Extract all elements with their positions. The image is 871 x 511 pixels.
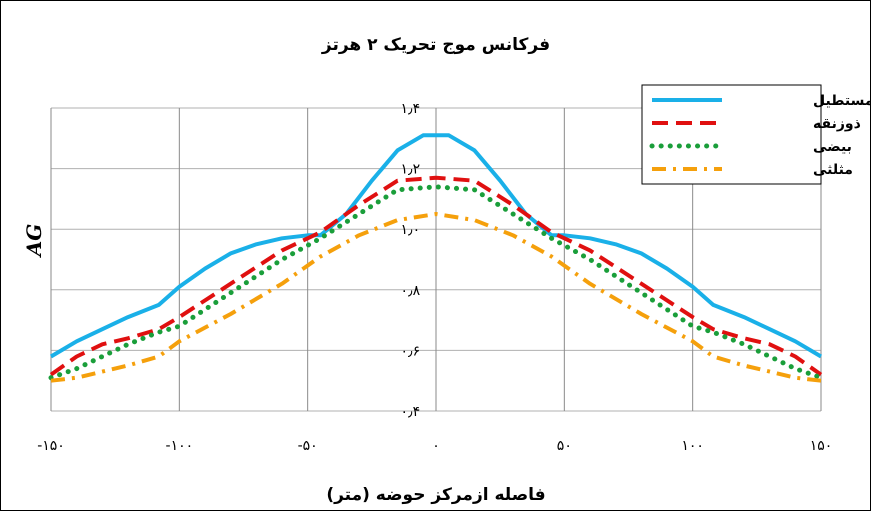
legend-label-3: بیضی: [813, 139, 852, 155]
y-tick-label-3: ۱٫۰: [401, 222, 421, 238]
y-tick-label-4: ۱٫۲: [401, 162, 421, 178]
x-tick-label-4: ۵۰: [557, 438, 572, 454]
x-tick-label-2: -۵۰: [298, 438, 318, 454]
series-lines: [48, 133, 824, 383]
x-tick-label-1: -۱۰۰: [166, 438, 194, 454]
y-tick-label-1: ۰٫۶: [401, 343, 421, 359]
y-tick-labels: ۰٫۴ ۰٫۶ ۰٫۸ ۱٫۰ ۱٫۲ ۱٫۴: [401, 101, 421, 420]
y-tick-label-2: ۰٫۸: [401, 283, 421, 299]
series-line-4: [50, 212, 822, 383]
series-line-3: [48, 184, 824, 381]
legend: مستطیل ذوزنقه بیضی مثلثی: [641, 84, 871, 185]
chart-title: فرکانس موج تحریک ۲ هرتز: [321, 35, 550, 55]
y-tick-label-5: ۱٫۴: [401, 101, 421, 117]
x-axis-label: فاصله ازمرکز حوضه (متر): [326, 485, 545, 505]
x-tick-label-5: ۱۰۰: [681, 438, 704, 454]
legend-label-4: مثلثی: [813, 162, 853, 178]
x-tick-label-0: -۱۵۰: [37, 438, 65, 454]
y-axis-label: AG: [22, 224, 46, 259]
legend-label-1: مستطیل: [813, 93, 871, 109]
y-tick-label-0: ۰٫۴: [401, 404, 421, 420]
x-tick-label-3: ۰: [432, 438, 440, 454]
series-line-2: [49, 175, 823, 377]
legend-label-2: ذوزنقه: [813, 116, 861, 132]
series-line-1: [49, 133, 823, 359]
x-tick-label-6: ۱۵۰: [810, 438, 833, 454]
x-tick-labels: -۱۵۰ -۱۰۰ -۵۰ ۰ ۵۰ ۱۰۰ ۱۵۰: [37, 438, 832, 454]
